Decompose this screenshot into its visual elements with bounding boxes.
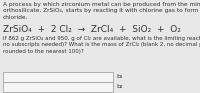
Text: A process by which zirconium metal can be produced from the mineral zirconium (I: A process by which zirconium metal can b… xyxy=(3,2,200,20)
FancyBboxPatch shape xyxy=(3,82,113,92)
Text: b₂: b₂ xyxy=(116,85,122,89)
Text: If 862 g ZrSiO₄ and 950. g of Cl₂ are available, what is the limiting reactant (: If 862 g ZrSiO₄ and 950. g of Cl₂ are av… xyxy=(3,36,200,54)
Text: ZrSiO₄  +  2 Cl₂  →  ZrCl₄  +  SiO₂  +  O₂: ZrSiO₄ + 2 Cl₂ → ZrCl₄ + SiO₂ + O₂ xyxy=(3,25,181,34)
FancyBboxPatch shape xyxy=(3,72,113,82)
Text: b₁: b₁ xyxy=(116,73,122,78)
